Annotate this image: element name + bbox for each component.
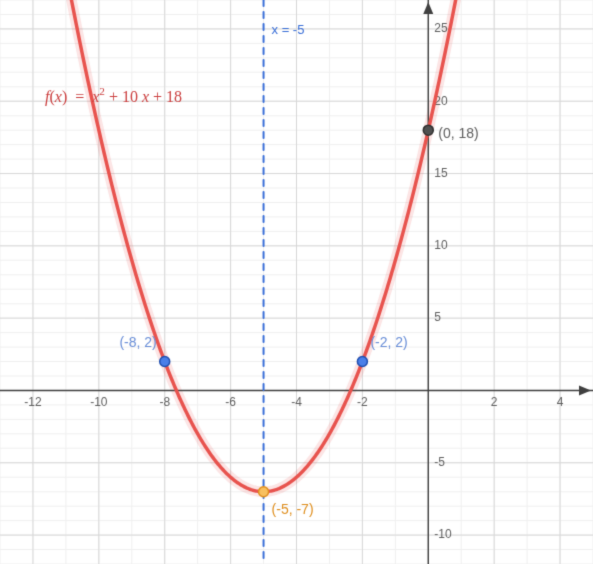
function-graph: [0, 0, 593, 564]
